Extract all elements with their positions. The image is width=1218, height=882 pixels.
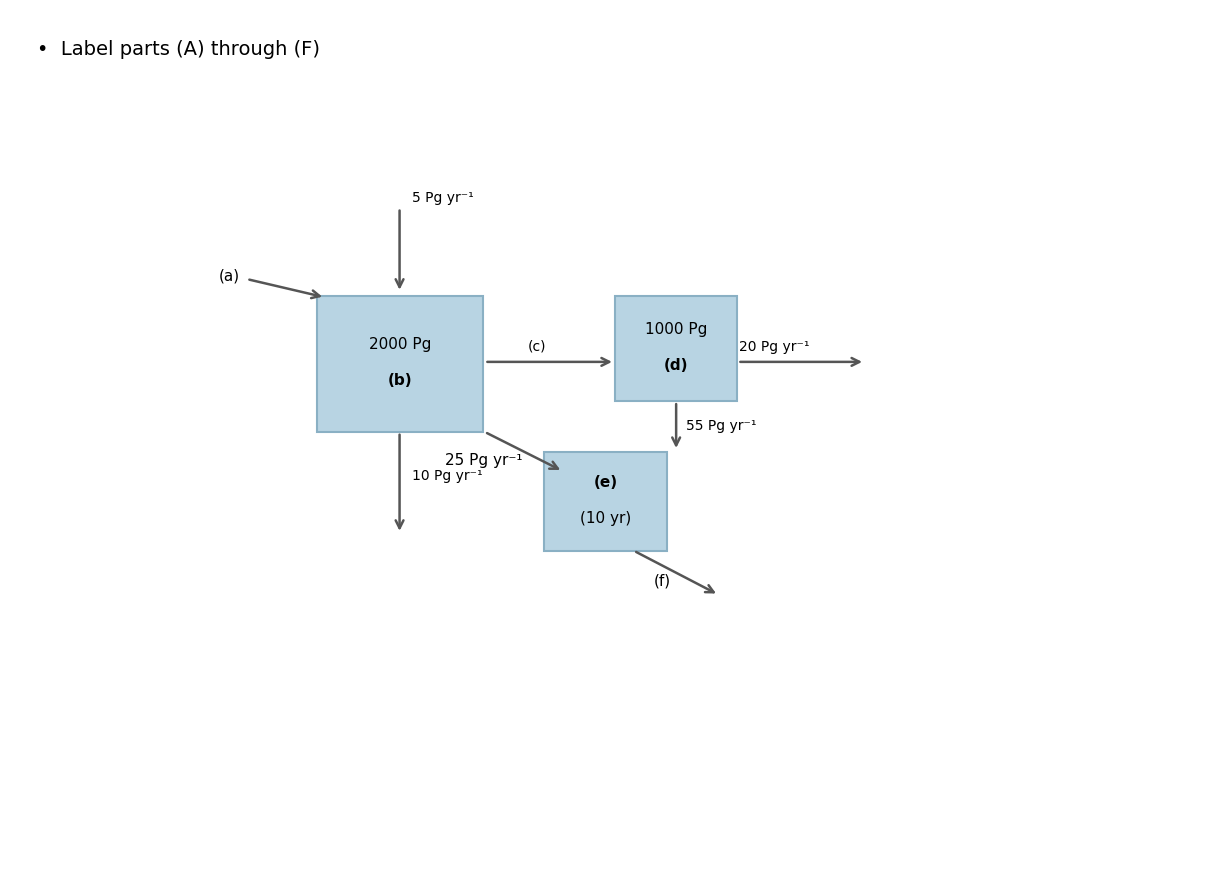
Text: (c): (c): [529, 340, 547, 354]
FancyBboxPatch shape: [544, 452, 666, 550]
Text: 10 Pg yr⁻¹: 10 Pg yr⁻¹: [412, 469, 482, 483]
Text: 55 Pg yr⁻¹: 55 Pg yr⁻¹: [686, 420, 756, 433]
Text: 1000 Pg: 1000 Pg: [646, 322, 708, 337]
Text: (a): (a): [219, 268, 240, 283]
FancyBboxPatch shape: [318, 296, 482, 432]
Text: 2000 Pg: 2000 Pg: [369, 338, 431, 353]
Text: (e): (e): [593, 475, 618, 490]
Text: 20 Pg yr⁻¹: 20 Pg yr⁻¹: [739, 340, 810, 354]
Text: 5 Pg yr⁻¹: 5 Pg yr⁻¹: [412, 191, 474, 205]
Text: (d): (d): [664, 358, 688, 373]
Text: (10 yr): (10 yr): [580, 511, 631, 526]
FancyBboxPatch shape: [615, 296, 738, 401]
Text: (b): (b): [387, 373, 413, 388]
Text: •  Label parts (A) through (F): • Label parts (A) through (F): [37, 40, 319, 59]
Text: (f): (f): [653, 573, 671, 589]
Text: 25 Pg yr⁻¹: 25 Pg yr⁻¹: [445, 452, 523, 467]
